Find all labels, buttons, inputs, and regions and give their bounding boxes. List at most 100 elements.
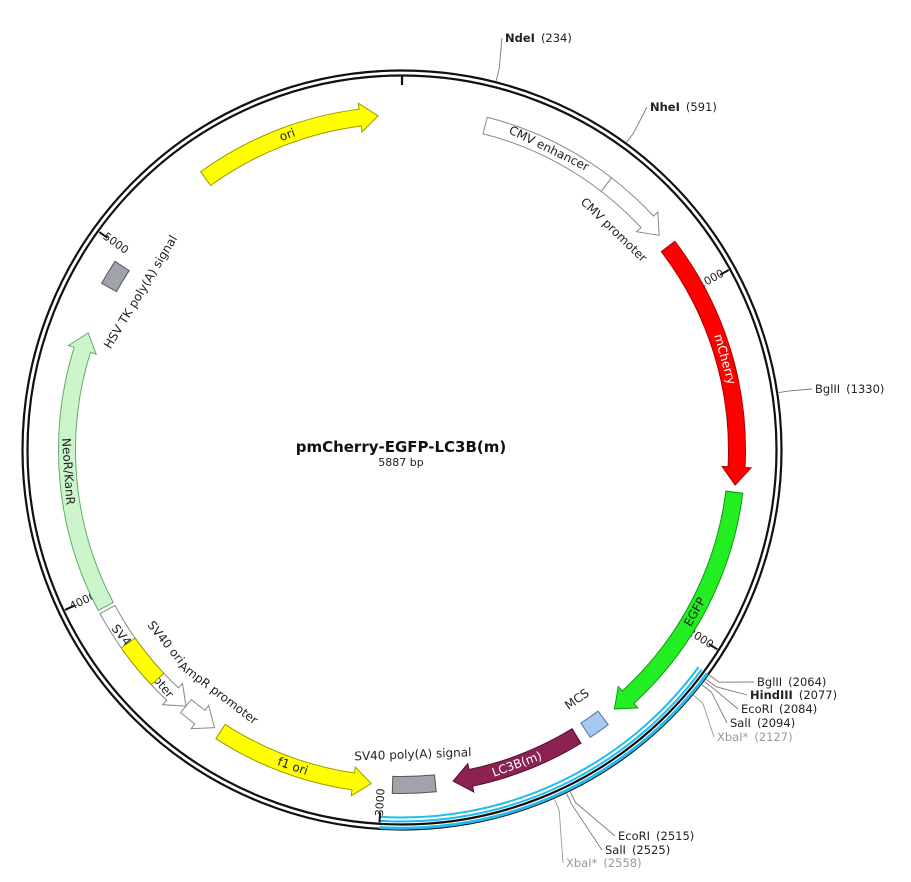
site-label: SalI (2094) bbox=[730, 716, 795, 730]
feature-label-ori: ori bbox=[278, 125, 297, 143]
site-leader bbox=[553, 799, 564, 864]
plasmid-name: pmCherry-EGFP-LC3B(m) bbox=[296, 438, 507, 456]
tick-label-3000: 3000 bbox=[373, 788, 388, 817]
feature-shape-egfp bbox=[613, 490, 744, 710]
tick-1000 bbox=[719, 269, 730, 276]
site-ndei-234: NdeI (234) bbox=[495, 31, 572, 81]
site-name: EcoRI bbox=[618, 829, 650, 843]
site-ecori-2084: EcoRI (2084) bbox=[704, 681, 817, 716]
tick-2000 bbox=[708, 643, 718, 651]
site-position: (2064) bbox=[788, 675, 826, 689]
site-name: BglII bbox=[815, 382, 840, 396]
feature-label-neor-kanr: NeoR/KanR bbox=[59, 438, 77, 506]
site-name: SalI bbox=[605, 843, 626, 857]
feature-shape-cmv-promoter bbox=[600, 177, 660, 236]
insert-region-1-arc-3 bbox=[379, 666, 700, 819]
feature-neor-kanr: NeoR/KanR bbox=[58, 332, 114, 612]
tick-3000 bbox=[378, 812, 382, 823]
feature-sv40-ori: SV40 ori bbox=[120, 618, 187, 686]
site-hindiii-2077: HindIII (2077) bbox=[705, 678, 837, 702]
feature-shape-ori bbox=[199, 102, 379, 187]
site-label: NdeI (234) bbox=[505, 31, 572, 45]
feature-cmv-promoter: CMV promoter bbox=[578, 177, 660, 265]
feature-sv40-poly-a-signal: SV40 poly(A) signal bbox=[354, 745, 472, 794]
site-leader bbox=[701, 684, 728, 724]
site-label: EcoRI (2515) bbox=[618, 829, 694, 843]
site-position: (2094) bbox=[757, 716, 795, 730]
site-xbai-2558: XbaI* (2558) bbox=[553, 799, 642, 870]
feature-label-cmv-enhancer: CMV enhancer bbox=[507, 123, 592, 174]
feature-ampr-promoter: AmpR promoter bbox=[176, 659, 261, 730]
site-leader bbox=[704, 681, 739, 710]
site-name: HindIII bbox=[750, 688, 793, 702]
site-bglii-1330: BglII (1330) bbox=[778, 382, 884, 396]
site-label: EcoRI (2084) bbox=[741, 702, 817, 716]
site-position: (1330) bbox=[846, 382, 884, 396]
feature-shape-mcherry bbox=[660, 240, 753, 486]
feature-shape-lc3b-m bbox=[452, 727, 582, 793]
plasmid-size: 5887 bp bbox=[378, 456, 423, 469]
site-leader bbox=[626, 106, 648, 143]
site-position: (2515) bbox=[656, 829, 694, 843]
feature-shape-sv40-poly-a-signal bbox=[391, 774, 437, 794]
insert-regions bbox=[379, 666, 709, 830]
site-name: EcoRI bbox=[741, 702, 773, 716]
site-label: SalI (2525) bbox=[605, 843, 670, 857]
site-leader bbox=[693, 694, 715, 738]
insert-region-1-arc-1 bbox=[379, 672, 709, 830]
site-bglii-2064: BglII (2064) bbox=[709, 674, 826, 689]
site-position: (591) bbox=[686, 100, 717, 114]
tick-label-5000: 5000 bbox=[101, 230, 131, 257]
site-leader bbox=[569, 791, 616, 837]
site-name: XbaI* bbox=[566, 856, 598, 870]
site-label: BglII (1330) bbox=[815, 382, 884, 396]
site-nhei-591: NheI (591) bbox=[626, 100, 717, 143]
site-sali-2525: SalI (2525) bbox=[566, 793, 670, 857]
site-name: BglII bbox=[757, 675, 782, 689]
tick-5000 bbox=[98, 231, 109, 239]
site-leader bbox=[709, 674, 755, 683]
site-name: NdeI bbox=[505, 31, 535, 45]
feature-shape-f1-ori bbox=[215, 723, 372, 797]
site-label: BglII (2064) bbox=[757, 675, 826, 689]
site-position: (2525) bbox=[632, 843, 670, 857]
site-position: (234) bbox=[541, 31, 572, 45]
site-position: (2127) bbox=[754, 730, 792, 744]
feature-f1-ori: f1 ori bbox=[215, 723, 372, 797]
site-leader bbox=[566, 793, 603, 851]
feature-hsv-tk-poly-a-signal: HSV TK poly(A) signal bbox=[100, 233, 180, 351]
site-position: (2558) bbox=[603, 856, 641, 870]
feature-shape-ampr-promoter bbox=[179, 698, 216, 730]
site-label: NheI (591) bbox=[650, 100, 717, 114]
feature-label-mcs: MCS bbox=[562, 686, 592, 713]
site-position: (2084) bbox=[779, 702, 817, 716]
site-sali-2094: SalI (2094) bbox=[701, 684, 795, 730]
feature-shape-hsv-tk-poly-a-signal bbox=[100, 260, 130, 293]
site-label: XbaI* (2558) bbox=[566, 856, 642, 870]
feature-label-lc3b-m: LC3B(m) bbox=[490, 749, 544, 780]
site-position: (2077) bbox=[799, 688, 837, 702]
restriction-sites: NdeI (234) NheI (591) BglII (1330) BglII (2064)… bbox=[495, 31, 884, 870]
site-xbai-2127: XbaI* (2127) bbox=[693, 694, 793, 744]
feature-lc3b-m: LC3B(m) bbox=[452, 727, 582, 793]
feature-label-sv40-poly-a-signal: SV40 poly(A) signal bbox=[354, 745, 472, 763]
feature-ori: ori bbox=[199, 102, 379, 187]
feature-shape-sv40-ori bbox=[120, 637, 165, 686]
site-label: XbaI* (2127) bbox=[717, 730, 793, 744]
insert-region-1-arc-2 bbox=[379, 668, 703, 823]
site-name: SalI bbox=[730, 716, 751, 730]
plasmid-center-label: pmCherry-EGFP-LC3B(m) 5887 bp bbox=[296, 438, 507, 469]
site-name: XbaI* bbox=[717, 730, 749, 744]
feature-shape-neor-kanr bbox=[58, 332, 114, 612]
feature-mcs: MCS bbox=[562, 686, 609, 739]
site-label: HindIII (2077) bbox=[750, 688, 837, 702]
site-leader bbox=[778, 388, 813, 394]
site-leader bbox=[495, 37, 503, 81]
site-ecori-2515: EcoRI (2515) bbox=[569, 791, 694, 843]
feature-egfp: EGFP bbox=[613, 490, 744, 710]
feature-label-hsv-tk-poly-a-signal: HSV TK poly(A) signal bbox=[101, 233, 180, 351]
site-name: NheI bbox=[650, 100, 680, 114]
tick-4000 bbox=[64, 604, 75, 611]
